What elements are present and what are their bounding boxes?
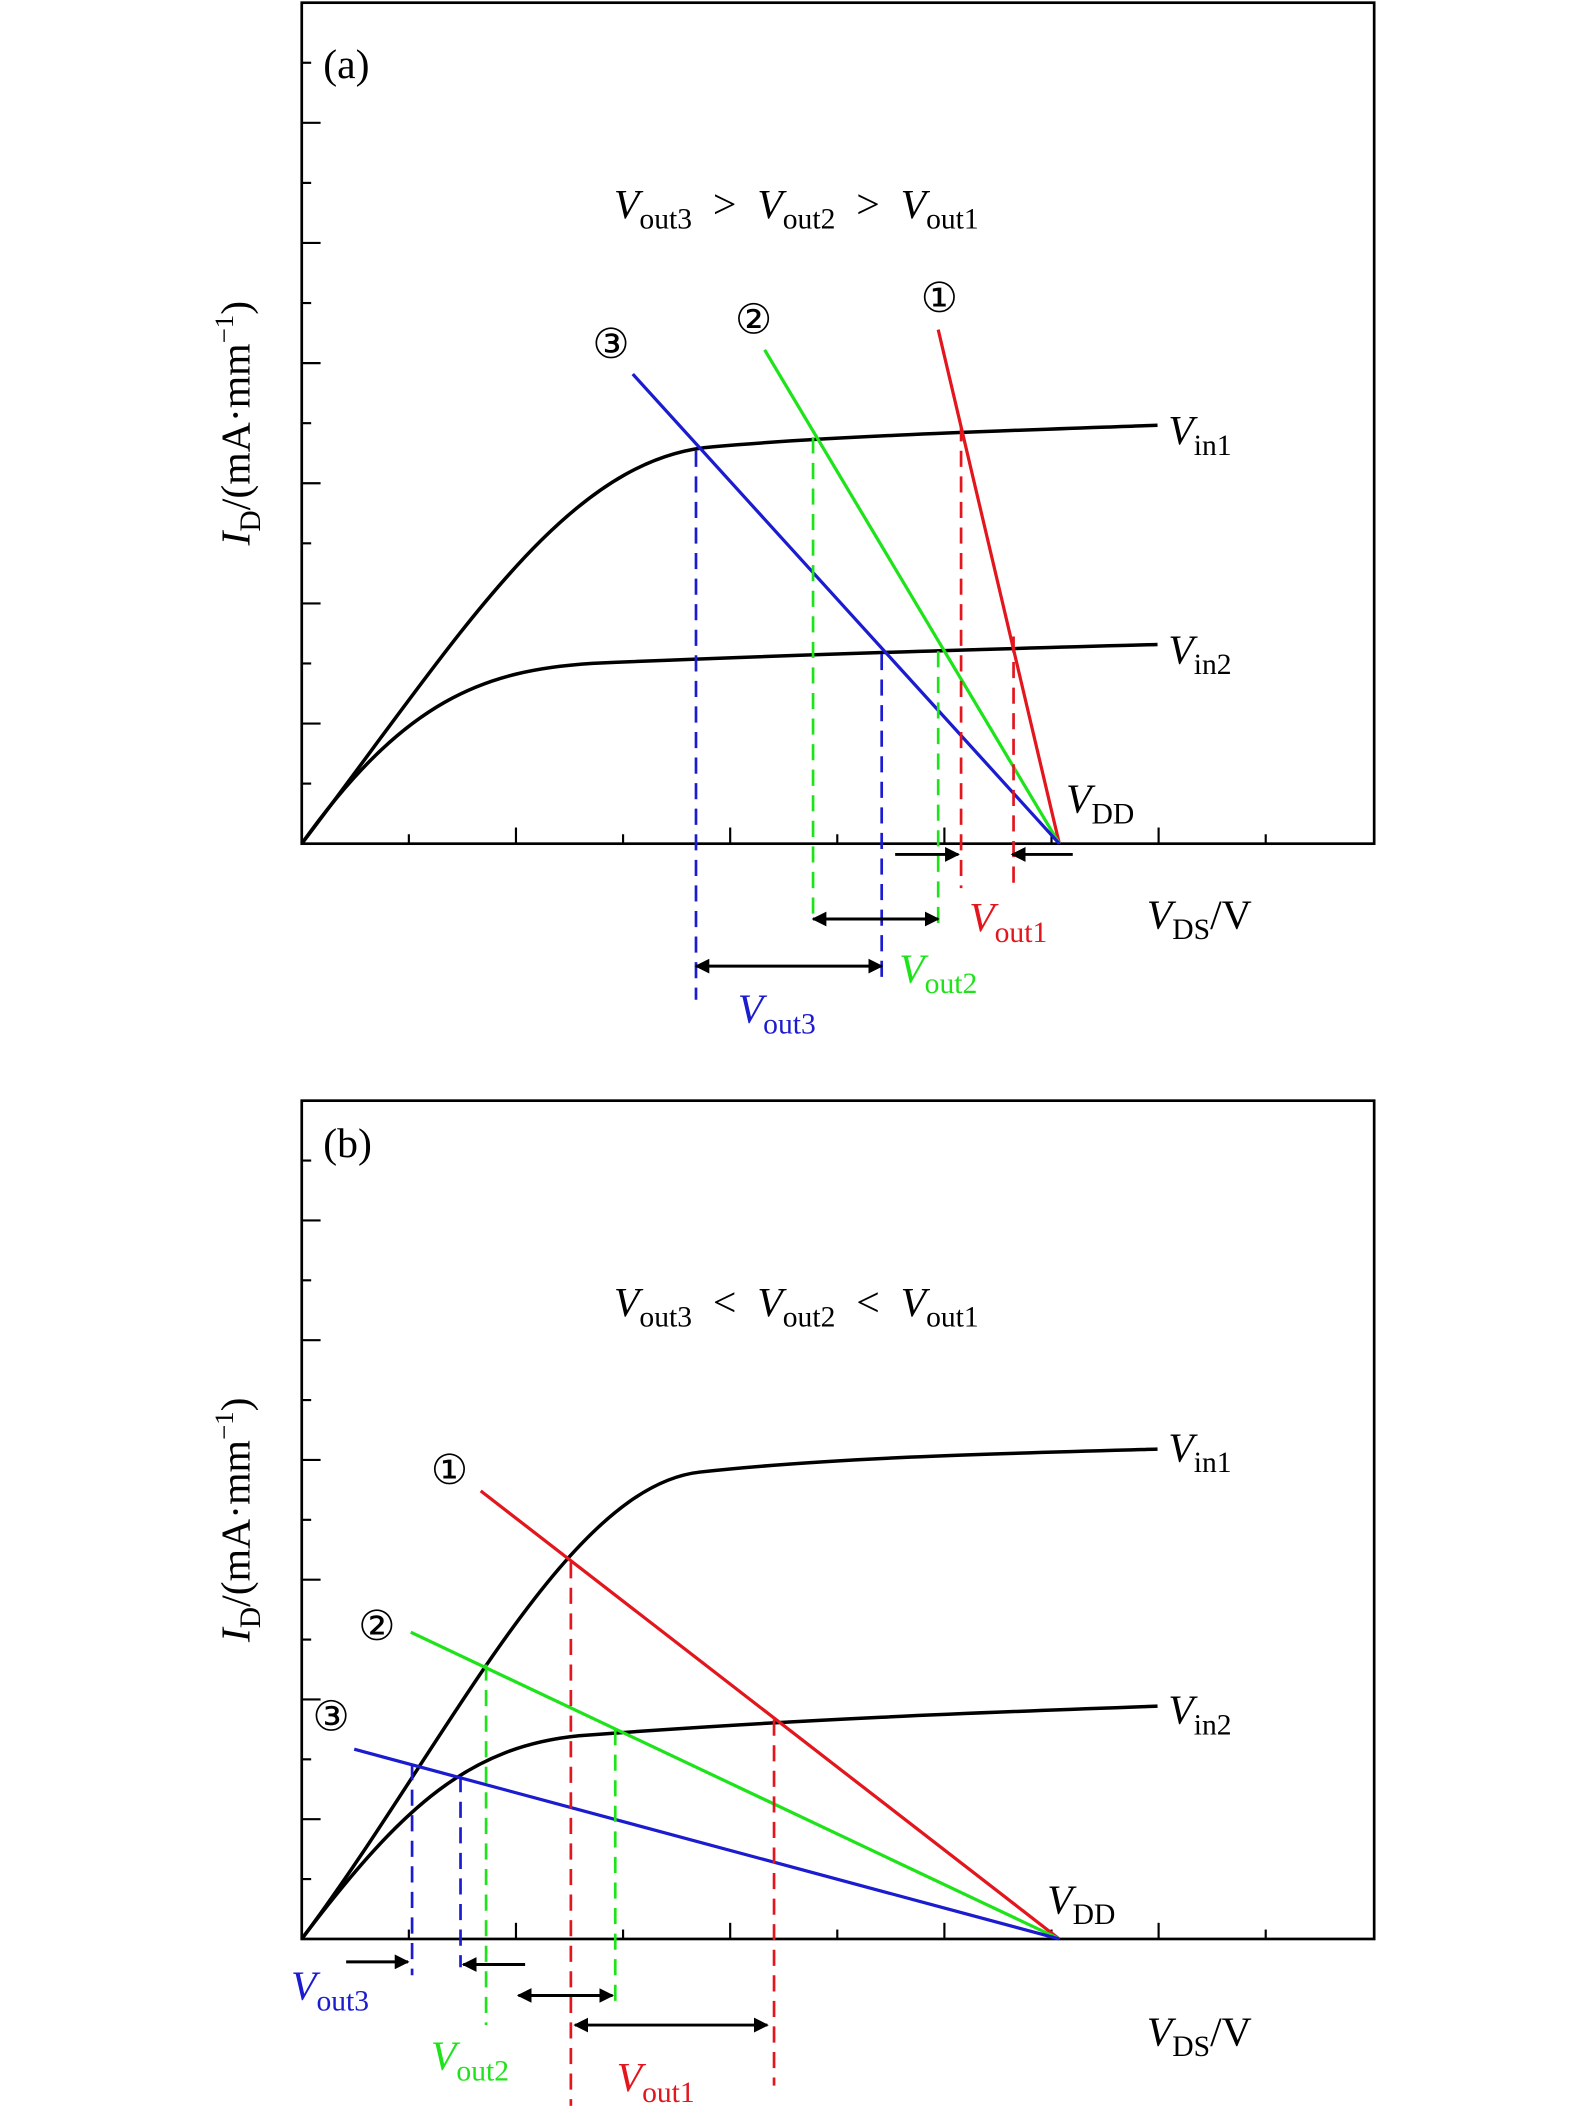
symbol: V <box>738 987 768 1033</box>
load-line <box>631 372 1061 845</box>
symbol: V <box>757 1280 787 1326</box>
symbol: V <box>1147 892 1177 938</box>
subscript: DD <box>1073 1899 1116 1931</box>
symbol: V <box>969 895 999 941</box>
curve-label: Vin1 <box>1168 408 1231 462</box>
load-line <box>936 329 1061 845</box>
operator: > <box>835 182 900 228</box>
y-axis-label: ID/(mA·mm−1) <box>209 301 267 547</box>
symbol: V <box>899 946 929 992</box>
symbol: I <box>213 1626 259 1643</box>
supply-label: VDD <box>1066 777 1134 831</box>
symbol: V <box>431 2033 461 2079</box>
load-line-label: ② <box>735 298 772 344</box>
output-label: Vout2 <box>899 946 977 1000</box>
load-line <box>353 1747 1060 1941</box>
load-line <box>410 1630 1060 1941</box>
unit: /(mA·mm <box>213 1440 259 1607</box>
subscript: DS <box>1172 2031 1210 2063</box>
supply-label: VDD <box>1047 1877 1115 1931</box>
x-axis-label: VDS/V <box>1147 2009 1252 2063</box>
subscript: out1 <box>926 204 979 236</box>
subscript: out3 <box>316 1985 369 2017</box>
iv-curve <box>300 1447 1158 1941</box>
load-line <box>763 349 1061 845</box>
load-line-label: ① <box>431 1448 468 1494</box>
subscript: D <box>235 510 267 531</box>
subscript: D <box>235 1607 267 1628</box>
symbol: I <box>213 529 259 546</box>
subscript: in1 <box>1194 1447 1232 1479</box>
unit: /V <box>1210 892 1252 938</box>
symbol: V <box>617 2055 647 2101</box>
subscript: in2 <box>1194 1709 1232 1741</box>
symbol: V <box>614 1280 644 1326</box>
symbol: V <box>1066 777 1096 823</box>
load-line-label: ③ <box>313 1694 350 1740</box>
subscript: DD <box>1092 798 1135 830</box>
subscript: out3 <box>763 1008 816 1040</box>
operator: > <box>692 182 757 228</box>
operator: < <box>835 1280 900 1326</box>
symbol: V <box>1168 408 1198 454</box>
panel-tag: (b) <box>323 1121 372 1167</box>
symbol: V <box>1147 2009 1177 2055</box>
subscript: out2 <box>783 204 836 236</box>
subscript: out1 <box>995 917 1048 949</box>
output-label: Vout3 <box>291 1964 369 2018</box>
symbol: V <box>291 1964 321 2010</box>
symbol: V <box>1168 1688 1198 1734</box>
symbol: V <box>757 182 787 228</box>
subscript: out2 <box>925 968 978 1000</box>
load-line-label: ② <box>358 1604 395 1650</box>
unit: ) <box>213 301 259 315</box>
panel-tag: (a) <box>323 42 369 88</box>
load-line <box>479 1489 1061 1941</box>
subscript: in2 <box>1194 649 1232 681</box>
subscript: out1 <box>642 2077 695 2109</box>
curve-label: Vin2 <box>1168 627 1231 681</box>
unit: /(mA·mm <box>213 343 259 510</box>
iv-curve <box>300 423 1158 845</box>
load-line-label: ① <box>921 276 958 322</box>
output-label: Vout3 <box>738 987 816 1041</box>
output-label: Vout1 <box>969 895 1047 949</box>
plot-frame <box>300 1099 1376 1941</box>
unit: /V <box>1210 2009 1252 2055</box>
iv-curve <box>300 642 1158 845</box>
subscript: out2 <box>456 2055 509 2087</box>
curve-label: Vin2 <box>1168 1688 1231 1742</box>
symbol: V <box>614 182 644 228</box>
symbol: V <box>901 1280 931 1326</box>
subscript: DS <box>1172 914 1210 946</box>
y-axis-label: ID/(mA·mm−1) <box>209 1398 267 1644</box>
unit: ) <box>213 1398 259 1412</box>
symbol: V <box>1168 627 1198 673</box>
relation: Vout3 > Vout2 > Vout1 <box>614 182 979 236</box>
operator: < <box>692 1280 757 1326</box>
load-line-label: ③ <box>592 322 629 368</box>
subscript: out3 <box>639 204 692 236</box>
subscript: out3 <box>639 1302 692 1334</box>
subscript: out2 <box>783 1302 836 1334</box>
curve-label: Vin1 <box>1168 1425 1231 1479</box>
symbol: V <box>1168 1425 1198 1471</box>
iv-curve <box>300 1704 1158 1941</box>
superscript: −1 <box>209 315 239 344</box>
plot-frame <box>300 1 1376 846</box>
subscript: out1 <box>926 1302 979 1334</box>
output-label: Vout1 <box>617 2055 695 2109</box>
symbol: V <box>901 182 931 228</box>
relation: Vout3 < Vout2 < Vout1 <box>614 1280 979 1334</box>
symbol: V <box>1047 1877 1077 1923</box>
x-axis-label: VDS/V <box>1147 892 1252 946</box>
subscript: in1 <box>1194 430 1232 462</box>
superscript: −1 <box>209 1411 239 1440</box>
output-label: Vout2 <box>431 2033 509 2087</box>
